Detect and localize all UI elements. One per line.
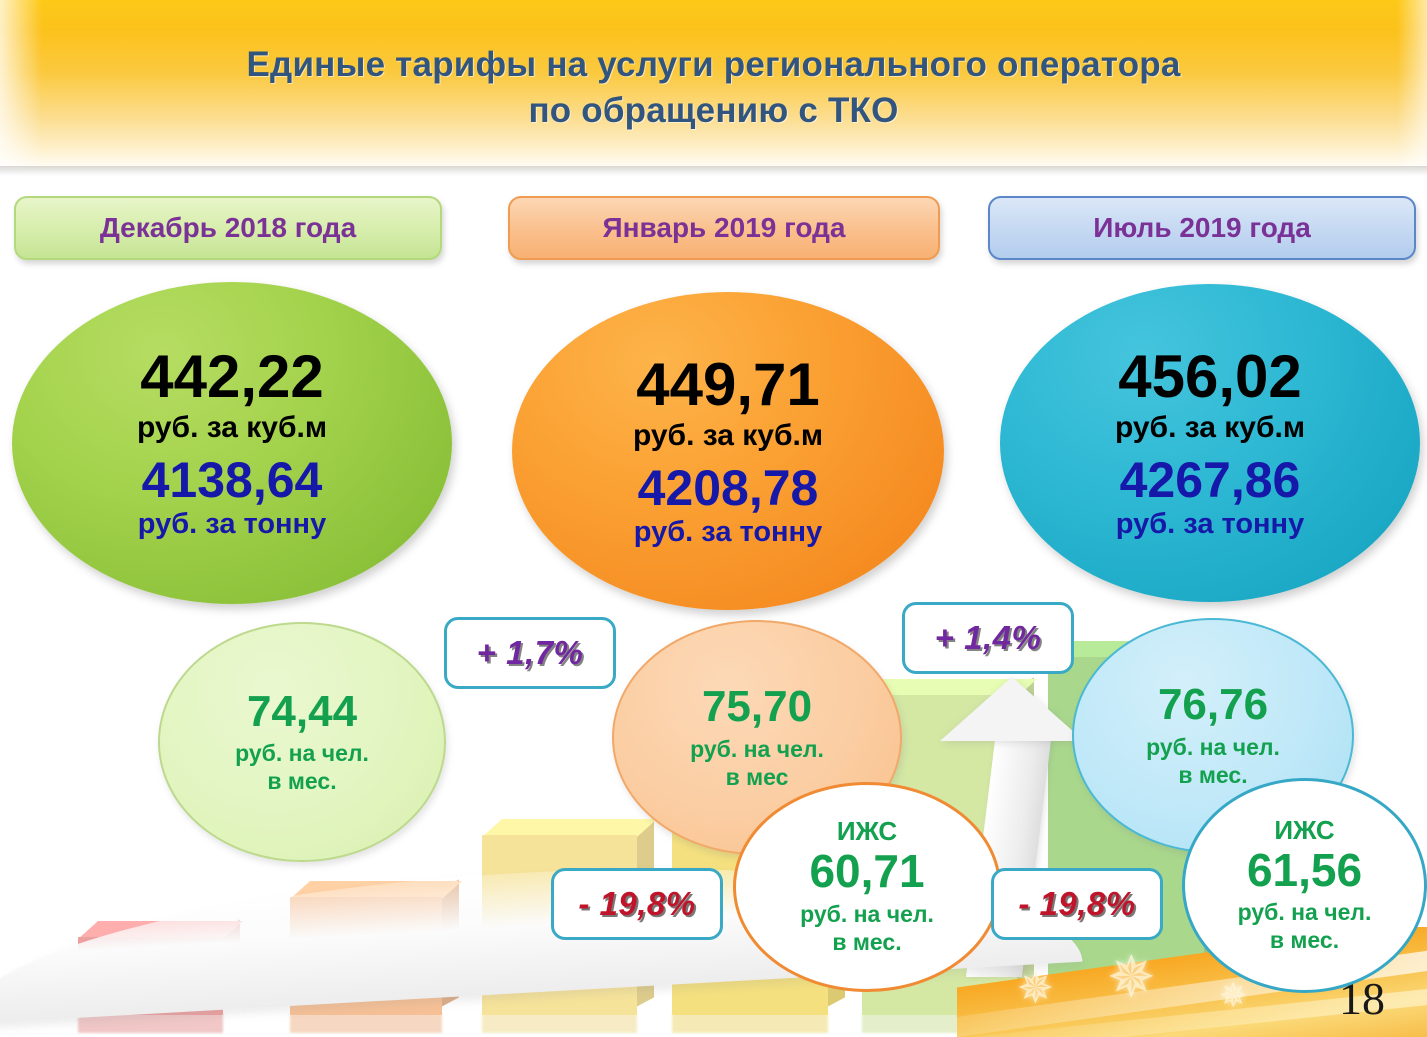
period-label: Январь 2019 года <box>602 212 846 243</box>
izhs-unit-line-2: в мес. <box>832 928 902 955</box>
per-person-unit-line-1: руб. на чел. <box>1146 733 1280 760</box>
period-chip-july-2019[interactable]: Июль 2019 года <box>988 196 1416 260</box>
tariff-value-per-ton: 4138,64 <box>141 452 323 509</box>
per-person-value: 76,76 <box>1157 680 1269 730</box>
izhs-circle-july-2019: ИЖС 61,56 руб. на чел. в мес. <box>1182 778 1427 993</box>
tariff-circle-december-2018: 442,22 руб. за куб.м 4138,64 руб. за тон… <box>12 282 452 604</box>
tariff-circle-january-2019: 449,71 руб. за куб.м 4208,78 руб. за тон… <box>512 292 944 610</box>
tariff-unit-per-cubic-meter: руб. за куб.м <box>1114 410 1306 444</box>
delta-badge-increase-2: + 1,4% <box>902 602 1074 674</box>
delta-badge-text: - 19,8% <box>578 885 696 922</box>
izhs-unit-line-1: руб. на чел. <box>800 900 934 927</box>
per-person-value: 74,44 <box>246 686 358 736</box>
tariff-circle-july-2019: 456,02 руб. за куб.м 4267,86 руб. за тон… <box>1000 284 1420 602</box>
delta-badge-decrease-2: - 19,8% <box>991 868 1163 940</box>
star-icon: ✵ <box>1107 945 1156 1010</box>
per-person-unit: руб. на чел. в мес. <box>1146 733 1280 789</box>
period-chip-january-2019[interactable]: Январь 2019 года <box>508 196 940 260</box>
izhs-unit-line-1: руб. на чел. <box>1237 899 1372 926</box>
per-person-unit: руб. на чел. в мес. <box>235 739 369 795</box>
period-chip-december-2018[interactable]: Декабрь 2018 года <box>14 196 442 260</box>
tariff-value-per-ton: 4267,86 <box>1119 452 1301 509</box>
izhs-value: 60,71 <box>809 845 925 898</box>
per-person-unit-line-1: руб. на чел. <box>235 740 369 767</box>
izhs-unit: руб. на чел. в мес. <box>1238 898 1372 954</box>
tariff-unit-per-ton: руб. за тонну <box>1115 508 1305 541</box>
izhs-label: ИЖС <box>1274 814 1335 845</box>
per-person-unit-line-2: в мес <box>725 763 789 790</box>
tariff-value-per-cubic-meter: 442,22 <box>140 343 324 411</box>
header-banner <box>0 0 1427 172</box>
page-title: Единые тарифы на услуги регионального оп… <box>0 42 1427 134</box>
delta-badge-text: + 1,7% <box>476 634 584 671</box>
tariff-unit-per-ton: руб. за тонну <box>633 516 823 549</box>
tariff-value-per-ton: 4208,78 <box>637 460 819 517</box>
izhs-circle-january-2019: ИЖС 60,71 руб. на чел. в мес. <box>733 782 1001 992</box>
per-person-unit-line-2: в мес. <box>1178 761 1248 788</box>
delta-badge-text: + 1,4% <box>934 619 1042 656</box>
tariff-value-per-cubic-meter: 449,71 <box>636 351 820 419</box>
delta-badge-text: - 19,8% <box>1018 885 1136 922</box>
per-person-unit-line-2: в мес. <box>267 768 337 795</box>
izhs-label: ИЖС <box>836 816 898 847</box>
up-arrow-icon <box>930 677 1100 977</box>
delta-badge-increase-1: + 1,7% <box>444 617 616 689</box>
izhs-unit-line-2: в мес. <box>1269 927 1340 954</box>
star-icon: ✵ <box>1017 964 1054 1013</box>
per-person-value: 75,70 <box>701 682 813 732</box>
izhs-value: 61,56 <box>1246 843 1363 896</box>
per-person-unit-line-1: руб. на чел. <box>690 735 824 762</box>
header-shadow <box>0 166 1427 176</box>
page-title-line-2: по обращению с ТКО <box>528 91 899 131</box>
per-person-circle-december-2018: 74,44 руб. на чел. в мес. <box>158 622 446 862</box>
delta-badge-decrease-1: - 19,8% <box>551 868 723 940</box>
page-title-line-1: Единые тарифы на услуги регионального оп… <box>246 45 1181 84</box>
tariff-unit-per-cubic-meter: руб. за куб.м <box>136 410 328 444</box>
period-label: Июль 2019 года <box>1093 212 1311 243</box>
per-person-unit: руб. на чел. в мес <box>690 735 824 791</box>
tariff-unit-per-ton: руб. за тонну <box>137 508 327 541</box>
period-label: Декабрь 2018 года <box>99 212 357 243</box>
star-icon: ✵ <box>1219 977 1248 1015</box>
tariff-unit-per-cubic-meter: руб. за куб.м <box>632 418 824 452</box>
izhs-unit: руб. на чел. в мес. <box>800 900 934 956</box>
tariff-value-per-cubic-meter: 456,02 <box>1118 343 1302 411</box>
